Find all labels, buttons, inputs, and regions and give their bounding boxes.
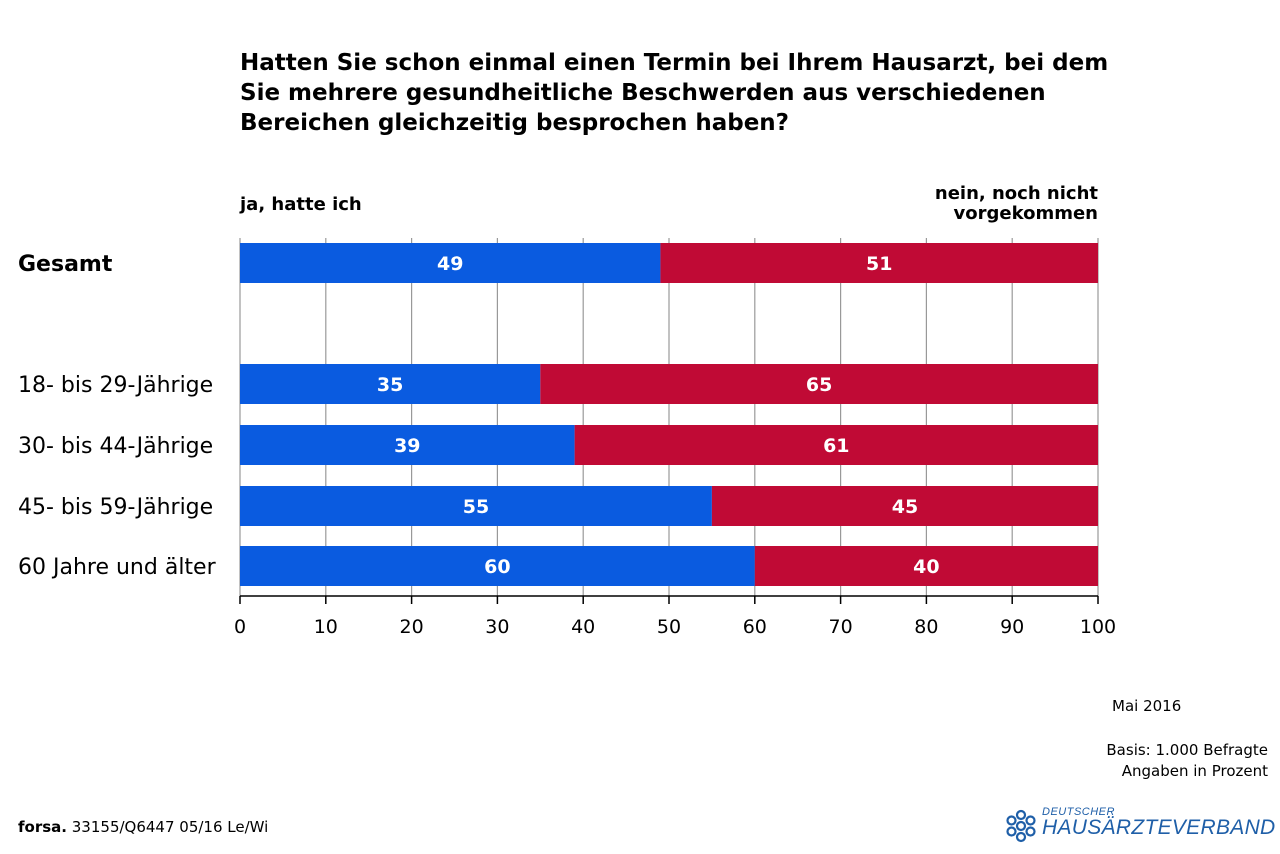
legend-nein: nein, noch nicht vorgekommen [848,184,1098,224]
survey-date: Mai 2016 [1112,697,1182,715]
legend-nein-line2: vorgekommen [953,203,1098,224]
legend-nein-line1: nein, noch nicht [934,183,1098,204]
bar-segment [574,425,1098,465]
data-label: 51 [866,253,892,275]
bar-segment [540,364,1098,404]
basis-note: Basis: 1.000 Befragte Angaben in Prozent [968,740,1268,782]
category-label: 30- bis 44-Jährige [18,434,213,459]
x-tick-label: 70 [829,616,853,638]
bar-segment [754,546,1098,586]
category-label: 18- bis 29-Jährige [18,373,213,398]
data-label: 45 [892,496,918,518]
data-label: 39 [394,435,420,457]
bar-segment [660,243,1098,283]
hausaerzteverband-logo: DEUTSCHER HAUSÄRZTEVERBAND [1004,806,1275,846]
category-labels: Gesamt 18- bis 29-Jährige 30- bis 44-Jähri… [18,252,217,580]
source-brand: forsa. [18,818,67,836]
x-tick-label: 0 [234,616,246,638]
bar-segment [240,425,575,465]
gridlines [239,238,1099,596]
x-tick-label: 10 [314,616,338,638]
data-label: 60 [484,556,510,578]
data-label: 49 [437,253,463,275]
category-label: 45- bis 59-Jährige [18,495,213,520]
data-label: 61 [823,435,849,457]
x-tick-label: 60 [743,616,767,638]
data-label: 35 [377,374,403,396]
bar-segment [240,546,755,586]
x-tick-label: 30 [485,616,509,638]
x-tick-label: 20 [400,616,424,638]
source-note: forsa. 33155/Q6447 05/16 Le/Wi [18,818,268,836]
x-tick-label: 50 [657,616,681,638]
x-axis: 0 10 20 30 40 50 60 70 80 90 100 [234,595,1116,638]
chart-title: Hatten Sie schon einmal einen Termin bei… [240,50,1109,136]
data-label: 65 [806,374,832,396]
x-tick-label: 40 [571,616,595,638]
legend-ja: ja, hatte ich [240,194,362,215]
x-tick-label: 90 [1000,616,1024,638]
bars: 49 51 35 65 39 61 55 45 60 40 [240,243,1098,586]
data-label: 40 [913,556,939,578]
x-tick-label: 100 [1080,616,1116,638]
unit-text: Angaben in Prozent [1121,762,1268,780]
data-label: 55 [463,496,489,518]
logo-small-text: DEUTSCHER [1042,806,1115,818]
logo-big-text: HAUSÄRZTEVERBAND [1042,816,1276,839]
bar-segment [240,486,712,526]
category-label: 60 Jahre und älter [18,555,217,580]
snowflake-logo-icon [1006,809,1036,843]
x-tick-label: 80 [914,616,938,638]
bar-segment [240,243,661,283]
bar-segment [711,486,1098,526]
category-label: Gesamt [18,252,113,277]
bar-segment [240,364,541,404]
source-code: 33155/Q6447 05/16 Le/Wi [71,818,269,836]
basis-text: Basis: 1.000 Befragte [1106,741,1268,759]
